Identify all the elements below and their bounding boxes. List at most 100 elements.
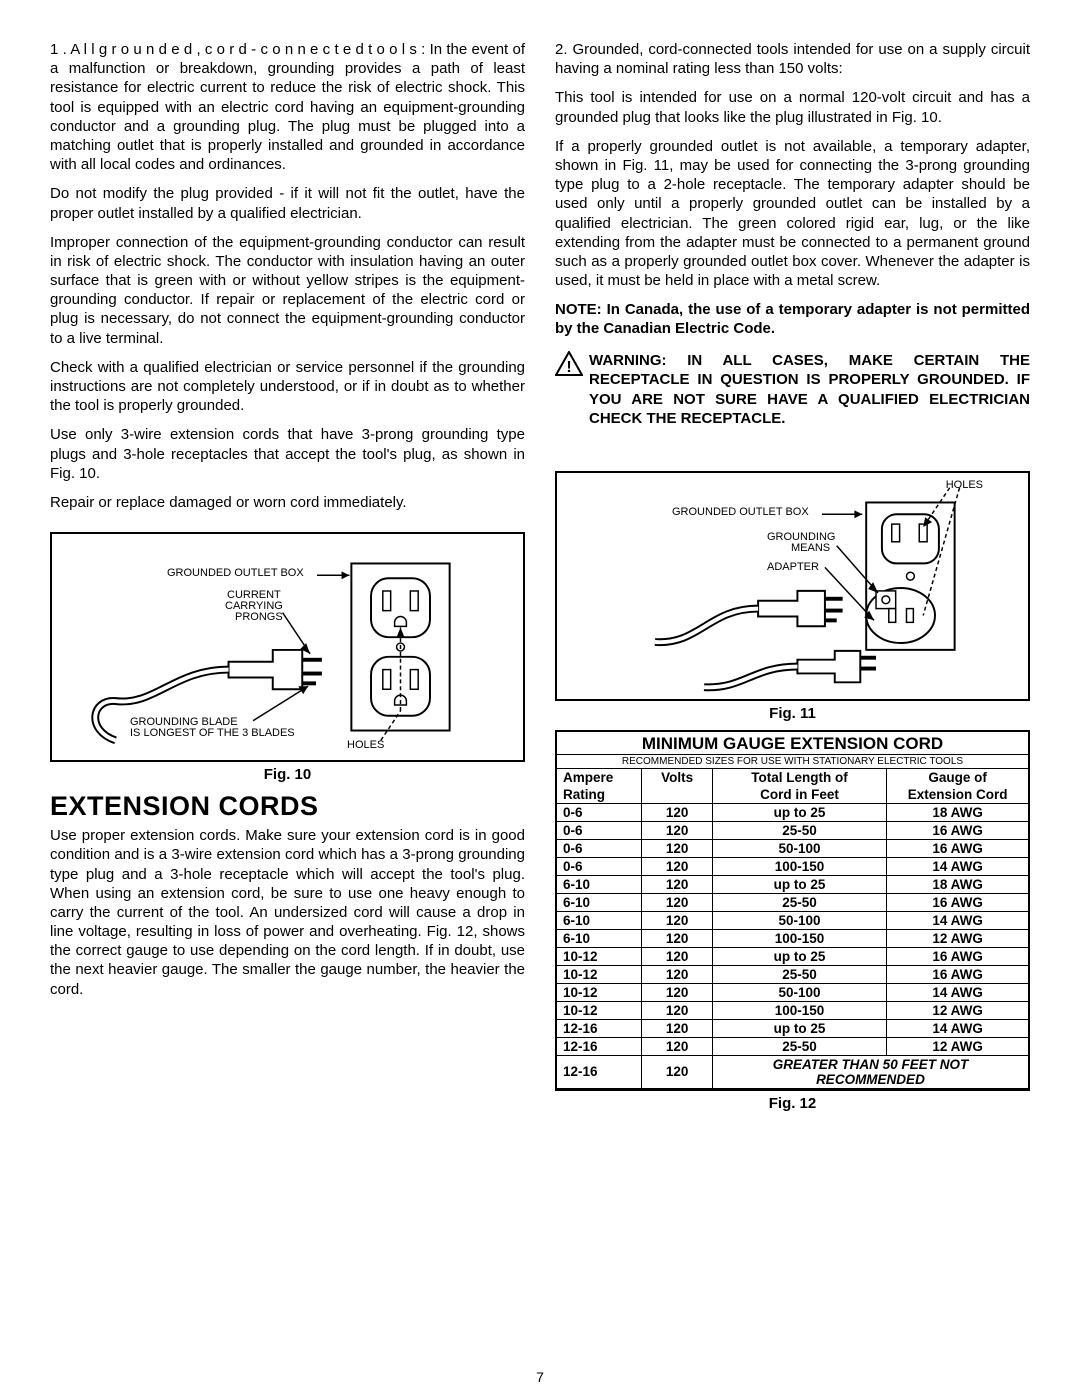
rpara-1: 2. Grounded, cord-connected tools intend… [555,40,1030,78]
gauge-table: MINIMUM GAUGE EXTENSION CORD RECOMMENDED… [555,730,1030,1091]
table-row: 10-12120up to 2516 AWG [557,947,1028,965]
cell-volts: 120 [642,893,713,911]
para-1: 1 . A l l g r o u n d e d , c o r d - c … [50,40,525,174]
cell-ampere: 0-6 [557,803,642,821]
warning-text: WARNING: IN ALL CASES, MAKE CERTAIN THE … [589,351,1030,429]
cell-gauge: 16 AWG [887,947,1028,965]
table-row: 0-612050-10016 AWG [557,839,1028,857]
cell-ampere: 10-12 [557,1001,642,1019]
table-row: 12-1612025-5012 AWG [557,1037,1028,1055]
right-column: 2. Grounded, cord-connected tools intend… [555,40,1030,1120]
hdr-length2: Cord in Feet [712,786,886,804]
cell-ampere: 0-6 [557,821,642,839]
cell-gauge: 18 AWG [887,803,1028,821]
fig10-label-prongs3: PRONGS [235,611,283,623]
cell-length: 100-150 [712,1001,886,1019]
left-column: 1 . A l l g r o u n d e d , c o r d - c … [50,40,525,1120]
cell-gauge: 14 AWG [887,983,1028,1001]
para-7: Use proper extension cords. Make sure yo… [50,826,525,999]
cell-ampere: 12-16 [557,1037,642,1055]
cell-ampere: 6-10 [557,911,642,929]
last-ampere: 12-16 [557,1055,642,1088]
gauge-table-body: Ampere Volts Total Length of Gauge of Ra… [557,769,1028,1089]
cell-length: 25-50 [712,965,886,983]
cell-length: 100-150 [712,929,886,947]
cell-ampere: 0-6 [557,839,642,857]
table-title: MINIMUM GAUGE EXTENSION CORD [557,732,1028,755]
cell-volts: 120 [642,1037,713,1055]
cell-volts: 120 [642,1019,713,1037]
cell-gauge: 16 AWG [887,965,1028,983]
cell-gauge: 16 AWG [887,893,1028,911]
cell-length: up to 25 [712,803,886,821]
cell-volts: 120 [642,821,713,839]
last-note: GREATER THAN 50 FEET NOT RECOMMENDED [712,1055,1028,1088]
para-6: Repair or replace damaged or worn cord i… [50,493,525,512]
fig11-label-means2: MEANS [791,542,830,554]
table-row: 0-6120up to 2518 AWG [557,803,1028,821]
cell-length: up to 25 [712,947,886,965]
table-subtitle: RECOMMENDED SIZES FOR USE WITH STATIONAR… [557,755,1028,769]
cell-gauge: 14 AWG [887,857,1028,875]
cell-ampere: 6-10 [557,893,642,911]
cell-length: 25-50 [712,821,886,839]
rpara-3: If a properly grounded outlet is not ava… [555,137,1030,291]
page-number: 7 [536,1369,544,1385]
cell-length: 50-100 [712,911,886,929]
cell-gauge: 12 AWG [887,1037,1028,1055]
fig12-caption: Fig. 12 [555,1095,1030,1112]
table-row: 6-10120100-15012 AWG [557,929,1028,947]
rpara-2: This tool is intended for use on a norma… [555,88,1030,126]
section-title: EXTENSION CORDS [50,791,525,822]
cell-ampere: 10-12 [557,983,642,1001]
table-row: 6-1012050-10014 AWG [557,911,1028,929]
cell-length: up to 25 [712,875,886,893]
cell-volts: 120 [642,965,713,983]
para-5: Use only 3-wire extension cords that hav… [50,425,525,483]
fig11-label-adapter: ADAPTER [767,561,819,573]
table-row: 10-1212025-5016 AWG [557,965,1028,983]
table-row: 10-1212050-10014 AWG [557,983,1028,1001]
cell-ampere: 10-12 [557,965,642,983]
hdr-gauge2: Extension Cord [887,786,1028,804]
cell-volts: 120 [642,839,713,857]
para-2: Do not modify the plug provided - if it … [50,184,525,222]
cell-length: 50-100 [712,983,886,1001]
fig11-label-outlet: GROUNDED OUTLET BOX [672,506,809,518]
cell-gauge: 16 AWG [887,821,1028,839]
cell-length: 50-100 [712,839,886,857]
last-volts: 120 [642,1055,713,1088]
cell-volts: 120 [642,857,713,875]
svg-text:!: ! [566,359,571,376]
cell-length: up to 25 [712,1019,886,1037]
cell-length: 25-50 [712,893,886,911]
figure-10: GROUNDED OUTLET BOX CURRENT CARRYING PRO… [50,532,525,762]
rpara-note: NOTE: In Canada, the use of a temporary … [555,300,1030,338]
cell-volts: 120 [642,803,713,821]
table-row: 0-6120100-15014 AWG [557,857,1028,875]
cell-ampere: 6-10 [557,929,642,947]
warning-block: ! WARNING: IN ALL CASES, MAKE CERTAIN TH… [555,351,1030,429]
cell-gauge: 18 AWG [887,875,1028,893]
fig10-caption: Fig. 10 [50,766,525,783]
table-row: 6-1012025-5016 AWG [557,893,1028,911]
cell-volts: 120 [642,983,713,1001]
table-row: 6-10120up to 2518 AWG [557,875,1028,893]
cell-volts: 120 [642,911,713,929]
table-row: 12-16120up to 2514 AWG [557,1019,1028,1037]
para-1-lead: 1 . A l l g r o u n d e d , c o r d - c … [50,41,425,58]
hdr-volts: Volts [642,769,713,786]
cell-gauge: 14 AWG [887,1019,1028,1037]
cell-length: 100-150 [712,857,886,875]
cell-ampere: 12-16 [557,1019,642,1037]
cell-volts: 120 [642,1001,713,1019]
cell-volts: 120 [642,947,713,965]
hdr-gauge: Gauge of [887,769,1028,786]
cell-length: 25-50 [712,1037,886,1055]
fig10-label-outlet: GROUNDED OUTLET BOX [167,567,304,579]
cell-volts: 120 [642,875,713,893]
hdr-length: Total Length of [712,769,886,786]
fig11-caption: Fig. 11 [555,705,1030,722]
figure-11: HOLES GROUNDED OUTLET BOX GROUNDING MEAN… [555,471,1030,701]
table-row: 10-12120100-15012 AWG [557,1001,1028,1019]
